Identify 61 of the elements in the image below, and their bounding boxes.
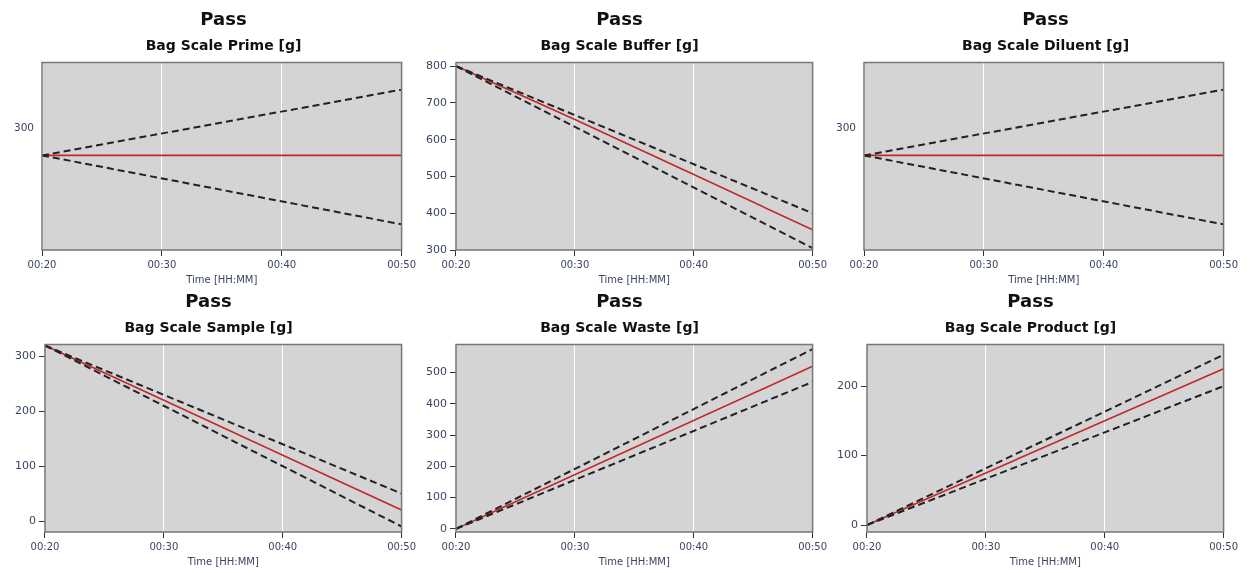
x-axis-title: Time [HH:MM] bbox=[597, 555, 670, 567]
y-tick-label: 200 bbox=[426, 459, 447, 473]
chart-subtitle: Bag Scale Diluent [g] bbox=[961, 36, 1130, 53]
x-tick-label: 00:30 bbox=[560, 540, 590, 552]
y-tick-label: 500 bbox=[426, 365, 447, 379]
chart-title: Pass bbox=[185, 290, 232, 312]
x-tick-label: 00:30 bbox=[971, 540, 1001, 552]
x-axis-title: Time [HH:MM] bbox=[1008, 555, 1081, 567]
chart-title: Pass bbox=[596, 8, 643, 30]
x-tick-label: 00:20 bbox=[849, 258, 879, 270]
x-tick-label: 00:20 bbox=[441, 258, 471, 270]
chart-subtitle: Bag Scale Buffer [g] bbox=[540, 36, 699, 53]
x-tick-label: 00:50 bbox=[387, 258, 416, 270]
x-tick-label: 00:40 bbox=[1089, 258, 1119, 270]
chart-title: Pass bbox=[1022, 8, 1069, 30]
y-tick-label: 700 bbox=[426, 95, 447, 109]
x-axis-title: Time [HH:MM] bbox=[1007, 273, 1080, 285]
x-tick-label: 00:20 bbox=[441, 540, 471, 552]
y-tick-label: 400 bbox=[426, 396, 447, 410]
y-tick-label: 0 bbox=[29, 513, 36, 527]
chart-title: Pass bbox=[1007, 290, 1054, 312]
y-tick-label: 800 bbox=[426, 58, 447, 72]
y-tick-label: 100 bbox=[15, 459, 36, 473]
x-axis-title: Time [HH:MM] bbox=[185, 273, 258, 285]
x-tick-label: 00:50 bbox=[1209, 258, 1238, 270]
x-tick-label: 00:20 bbox=[852, 540, 882, 552]
x-tick-label: 00:20 bbox=[30, 540, 60, 552]
chart-subtitle: Bag Scale Product [g] bbox=[944, 318, 1117, 335]
x-tick-label: 00:20 bbox=[27, 258, 57, 270]
y-tick-label: 0 bbox=[440, 521, 447, 535]
y-tick-label: 0 bbox=[851, 517, 858, 531]
chart-title: Pass bbox=[200, 8, 247, 30]
chart-subtitle: Bag Scale Waste [g] bbox=[540, 318, 699, 335]
y-tick-label: 100 bbox=[837, 448, 858, 462]
y-tick-label: 300 bbox=[426, 242, 447, 256]
x-tick-label: 00:50 bbox=[798, 258, 827, 270]
x-tick-label: 00:40 bbox=[1090, 540, 1120, 552]
x-tick-label: 00:30 bbox=[147, 258, 177, 270]
x-axis-title: Time [HH:MM] bbox=[597, 273, 670, 285]
x-tick-label: 00:30 bbox=[149, 540, 179, 552]
chart-subtitle: Bag Scale Prime [g] bbox=[145, 36, 302, 53]
y-tick-label: 100 bbox=[426, 490, 447, 504]
y-tick-label: 200 bbox=[837, 378, 858, 392]
x-tick-label: 00:50 bbox=[1209, 540, 1238, 552]
y-tick-label: 600 bbox=[426, 132, 447, 146]
chart-subtitle: Bag Scale Sample [g] bbox=[124, 318, 293, 335]
x-tick-label: 00:40 bbox=[679, 540, 709, 552]
x-axis-title: Time [HH:MM] bbox=[186, 555, 259, 567]
x-tick-label: 00:50 bbox=[387, 540, 416, 552]
x-tick-label: 00:30 bbox=[969, 258, 999, 270]
y-tick-label: 200 bbox=[15, 404, 36, 418]
x-tick-label: 00:50 bbox=[798, 540, 827, 552]
x-tick-label: 00:30 bbox=[560, 258, 590, 270]
x-tick-label: 00:40 bbox=[267, 258, 297, 270]
y-tick-label: 300 bbox=[426, 427, 447, 441]
y-tick-label: 500 bbox=[426, 169, 447, 183]
y-tick-label: 400 bbox=[426, 206, 447, 220]
x-tick-label: 00:40 bbox=[268, 540, 298, 552]
x-tick-label: 00:40 bbox=[679, 258, 709, 270]
chart-title: Pass bbox=[596, 290, 643, 312]
y-tick-label: 300 bbox=[15, 349, 36, 363]
